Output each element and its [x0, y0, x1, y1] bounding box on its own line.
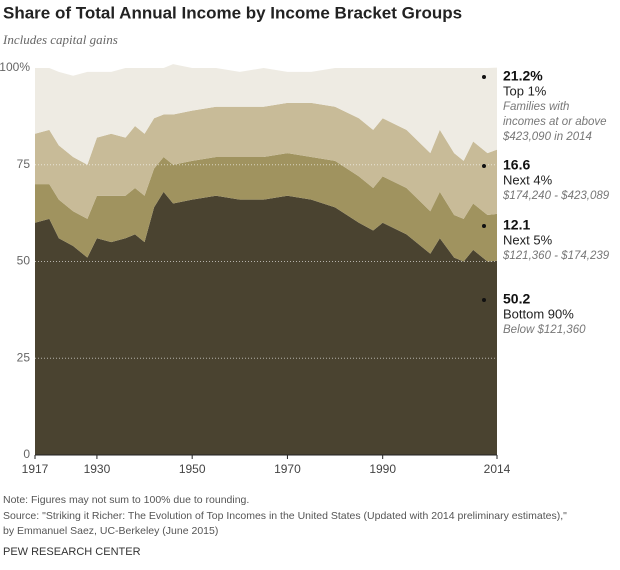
y-tick-label: 50 [17, 254, 31, 268]
label-dot [482, 164, 486, 168]
y-tick-label: 100% [0, 60, 30, 74]
area [35, 191, 497, 455]
label-dot [482, 224, 486, 228]
x-tick-label: 1930 [84, 462, 111, 476]
chart-subtitle: Includes capital gains [2, 32, 118, 47]
legend-note: $174,240 - $423,089 [502, 190, 610, 202]
value-label: 50.2 [503, 291, 530, 307]
legend-note: Families with [503, 101, 569, 113]
legend-label: Next 5% [503, 232, 553, 247]
legend-note: incomes at or above [503, 116, 607, 128]
legend-note: $121,360 - $174,239 [502, 250, 610, 262]
value-label: 21.2% [503, 68, 543, 84]
chart-title: Share of Total Annual Income by Income B… [3, 3, 462, 22]
label-dot [482, 75, 486, 79]
x-tick-label: 1950 [179, 462, 206, 476]
legend-label: Top 1% [503, 83, 547, 98]
y-tick-label: 25 [17, 350, 31, 364]
footnote: Source: "Striking it Richer: The Evoluti… [3, 510, 567, 522]
footnote: Note: Figures may not sum to 100% due to… [3, 494, 249, 506]
x-tick-label: 1990 [369, 462, 396, 476]
legend-note: $423,090 in 2014 [502, 131, 592, 143]
label-dot [482, 298, 486, 302]
x-tick-label: 2014 [484, 462, 511, 476]
footnote: by Emmanuel Saez, UC-Berkeley (June 2015… [3, 525, 218, 537]
legend-note: Below $121,360 [503, 324, 586, 336]
legend-label: Next 4% [503, 172, 553, 187]
area [35, 64, 497, 165]
y-tick-label: 75 [17, 157, 31, 171]
y-tick-label: 0 [23, 447, 30, 461]
area [35, 153, 497, 262]
x-tick-label: 1917 [22, 462, 49, 476]
x-tick-label: 1970 [274, 462, 301, 476]
area [35, 102, 497, 219]
value-label: 16.6 [503, 157, 530, 173]
legend-label: Bottom 90% [503, 306, 574, 321]
value-label: 12.1 [503, 217, 530, 233]
credit: PEW RESEARCH CENTER [3, 546, 141, 558]
